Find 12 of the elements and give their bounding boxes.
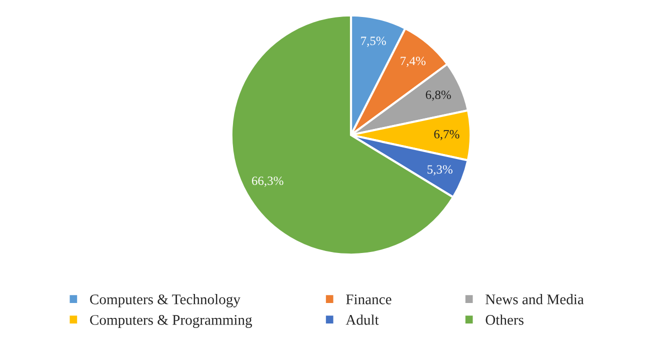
data-label: 66,3% — [252, 176, 284, 187]
legend-label: Finance — [346, 294, 392, 304]
legend-label: Others — [486, 314, 524, 325]
legend-label: News and Media — [486, 294, 584, 304]
data-label: 7,4% — [400, 56, 426, 67]
legend-label: Computers & Programming — [90, 315, 252, 328]
data-label: 7,5% — [361, 36, 386, 47]
data-label: 5,3% — [428, 165, 452, 176]
data-label: 6,8% — [426, 90, 451, 101]
legend-label: Adult — [346, 314, 379, 325]
legend-label: Computers & Technology — [90, 294, 240, 308]
data-label: 6,7% — [434, 130, 460, 140]
